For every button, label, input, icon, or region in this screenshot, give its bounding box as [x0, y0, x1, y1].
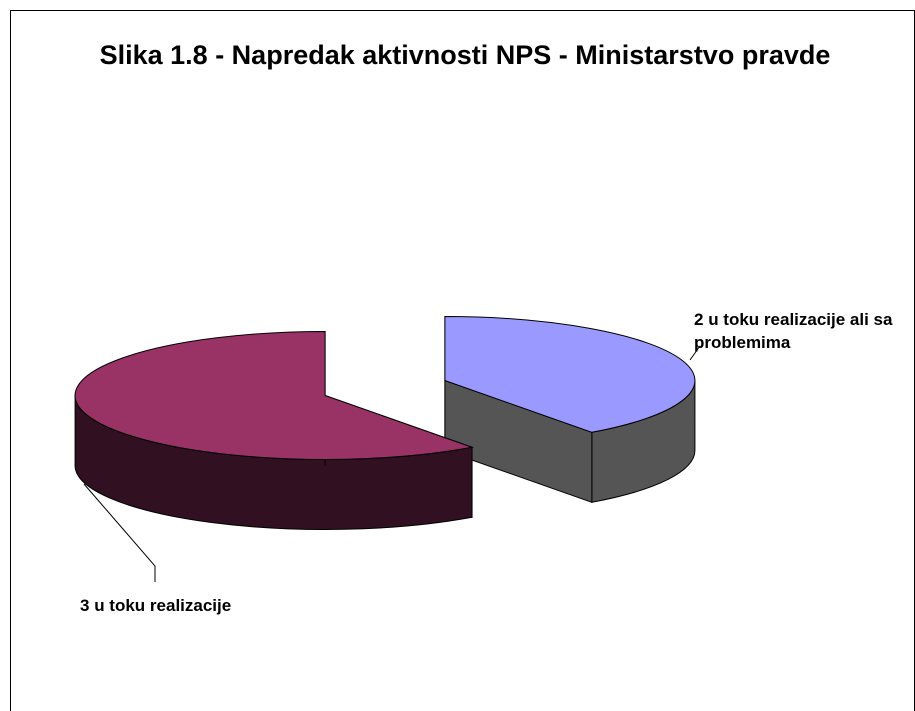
slice-label: 3 u toku realizacije [80, 594, 380, 617]
category-label: u toku realizacije ali sa problemima [694, 310, 893, 352]
value-label: 2 [694, 310, 704, 329]
leader-line [689, 345, 701, 361]
slice [74, 330, 474, 460]
category-label: u toku realizacije [94, 596, 232, 615]
leader-line [83, 483, 156, 582]
value-label: 3 [80, 596, 90, 615]
slice [444, 316, 696, 433]
slice-label: 2 u toku realizacije ali sa problemima [694, 308, 915, 354]
chart-title: Slika 1.8 - Napredak aktivnosti NPS - Mi… [99, 40, 831, 70]
